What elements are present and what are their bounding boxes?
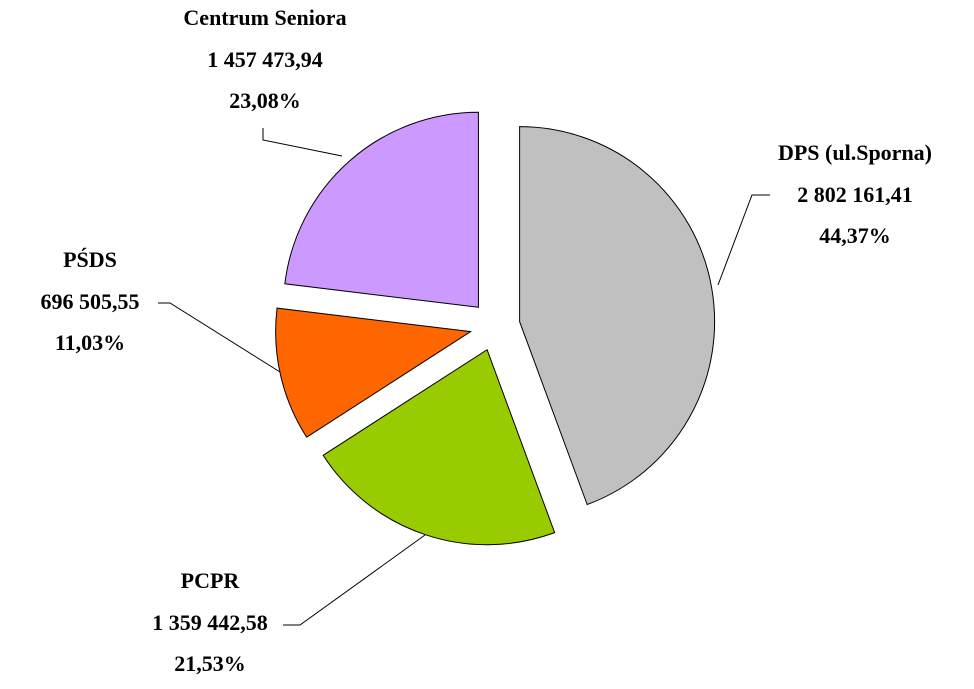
percentage-label: 23,08% (229, 88, 301, 113)
percentage-label: 44,37% (819, 223, 891, 248)
pie-slice (519, 126, 716, 506)
leader-line (158, 302, 281, 373)
leader-line (717, 194, 770, 286)
pie-slice (275, 307, 473, 438)
value-label: 696 505,55 (41, 289, 140, 314)
pie-slice (284, 111, 479, 308)
value-label: 2 802 161,41 (797, 182, 913, 207)
leader-line (283, 534, 426, 626)
percentage-label: 11,03% (55, 330, 125, 355)
slice-label: Centrum Seniora (183, 5, 346, 30)
leader-line (262, 128, 343, 157)
percentage-label: 21,53% (174, 651, 246, 676)
value-label: 1 457 473,94 (207, 47, 323, 72)
value-label: 1 359 442,58 (152, 610, 268, 635)
slice-label: PŚDS (63, 247, 117, 272)
slice-label: DPS (ul.Sporna) (778, 140, 932, 165)
pie-slice (322, 348, 556, 546)
slice-label: PCPR (181, 568, 241, 593)
